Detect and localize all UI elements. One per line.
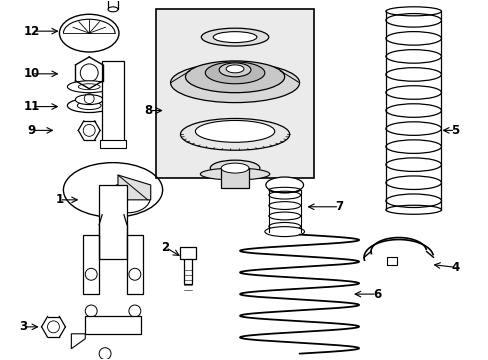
Ellipse shape (210, 160, 259, 176)
Bar (221, 168, 248, 188)
Ellipse shape (225, 65, 244, 73)
Ellipse shape (201, 28, 268, 46)
Bar (180, 247, 196, 260)
Ellipse shape (213, 32, 256, 42)
Ellipse shape (185, 61, 284, 93)
Text: 10: 10 (23, 67, 40, 80)
Ellipse shape (67, 81, 111, 93)
Ellipse shape (108, 7, 118, 12)
Bar (100, 140, 126, 148)
Text: 11: 11 (23, 100, 40, 113)
Text: 4: 4 (450, 261, 459, 274)
Text: 9: 9 (27, 124, 36, 137)
Bar (127, 235, 142, 294)
Ellipse shape (200, 168, 269, 180)
Ellipse shape (219, 63, 250, 77)
Ellipse shape (180, 118, 289, 150)
Bar (102, 61, 123, 145)
Bar (184, 255, 192, 284)
Polygon shape (71, 334, 85, 349)
Text: 2: 2 (161, 241, 169, 254)
Polygon shape (118, 175, 150, 200)
Text: 3: 3 (20, 320, 28, 333)
Bar (108, 0, 118, 9)
Text: 5: 5 (450, 124, 459, 137)
Bar (85, 316, 141, 334)
Bar (386, 257, 396, 265)
Ellipse shape (205, 62, 264, 84)
Ellipse shape (264, 227, 304, 237)
Ellipse shape (75, 95, 103, 105)
Text: 8: 8 (144, 104, 153, 117)
Bar (83, 235, 99, 294)
Ellipse shape (221, 163, 248, 173)
Text: 12: 12 (23, 24, 40, 38)
Bar (155, 9, 314, 178)
Ellipse shape (265, 177, 303, 193)
Ellipse shape (195, 121, 274, 142)
Text: 1: 1 (55, 193, 63, 206)
Text: 7: 7 (334, 200, 343, 213)
Bar (99, 185, 127, 260)
Text: 6: 6 (372, 288, 380, 301)
Ellipse shape (170, 63, 299, 103)
